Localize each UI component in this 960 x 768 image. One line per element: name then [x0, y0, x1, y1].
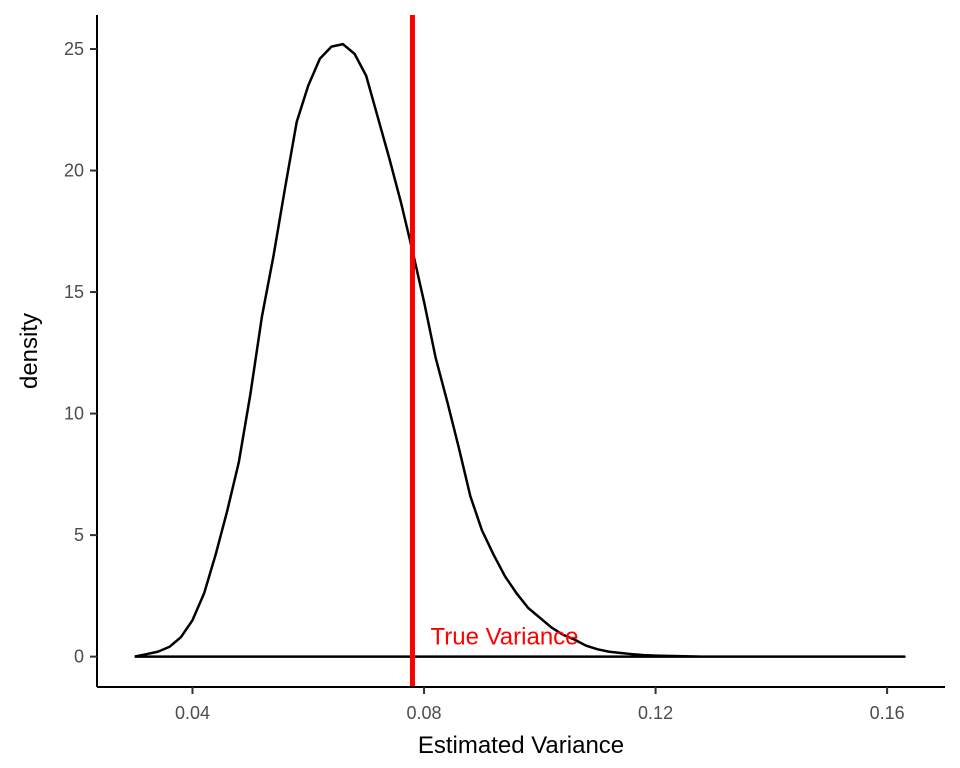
axes: 0.04 0.08 0.12 0.16 0 5 10 15 20 25: [64, 15, 945, 723]
x-tick-label: 0.08: [407, 703, 442, 723]
y-tick-label: 0: [74, 647, 84, 667]
plot-area: [134, 15, 906, 687]
y-axis-ticks: 0 5 10 15 20 25: [64, 39, 97, 667]
true-variance-label: True Variance: [430, 624, 578, 651]
x-tick-label: 0.12: [638, 703, 673, 723]
y-tick-label: 10: [64, 404, 84, 424]
y-tick-label: 25: [64, 39, 84, 59]
x-axis-title: Estimated Variance: [418, 732, 624, 759]
y-tick-label: 5: [74, 525, 84, 545]
y-tick-label: 20: [64, 161, 84, 181]
x-tick-label: 0.04: [175, 703, 210, 723]
y-tick-label: 15: [64, 282, 84, 302]
y-axis-title: density: [16, 313, 43, 389]
x-axis-ticks: 0.04 0.08 0.12 0.16: [175, 687, 905, 723]
density-curve: [134, 42, 906, 658]
x-tick-label: 0.16: [870, 703, 905, 723]
